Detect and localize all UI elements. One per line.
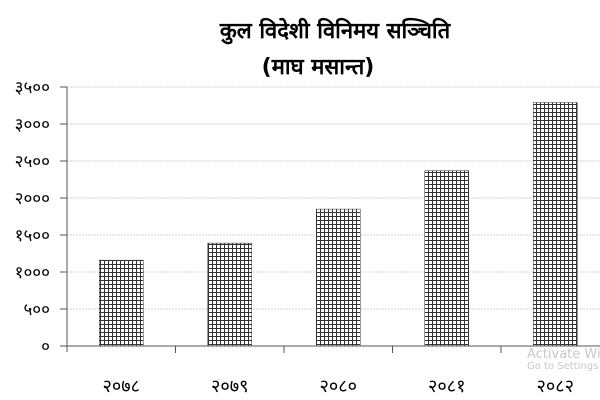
y-tick-label: ३५०० [15,78,50,98]
y-tick-label: ५०० [23,300,50,320]
y-tick-label: १५०० [15,226,50,246]
x-tick-label: २०७९ [211,376,248,397]
bar-4 [533,102,578,347]
watermark-line2: Go to Settings [527,361,598,372]
x-tick-label: २०७८ [103,376,140,397]
bar-1 [207,242,252,347]
bar-3 [424,170,469,347]
watermark-line1: Activate Windows [527,347,600,362]
y-tick-label: २५०० [15,152,50,172]
y-tick-label: २००० [15,189,50,209]
x-tick-label: २०८० [320,376,357,397]
bar-2 [316,208,361,347]
chart-subtitle: (माघ मसान्त) [262,55,375,80]
y-tick-label: १००० [15,263,50,283]
chart-title: कुल विदेशी विनिमय सञ्चिति [219,17,452,45]
y-tick-label: ३००० [15,115,50,135]
y-tick-label: ० [41,337,50,357]
x-tick-label: २०८२ [537,376,574,397]
bar-0 [99,259,144,347]
x-tick-label: २०८१ [428,376,465,397]
